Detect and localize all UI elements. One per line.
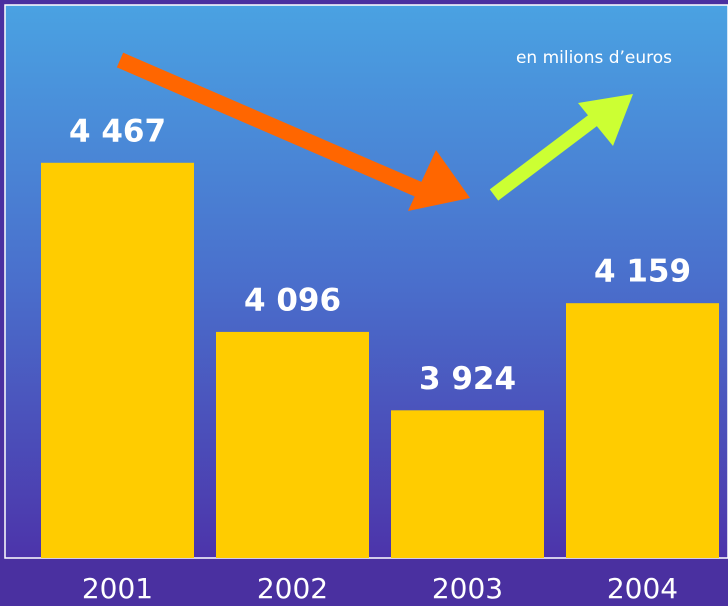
- value-label: 3 924: [419, 361, 516, 397]
- value-label: 4 096: [244, 282, 341, 318]
- x-tick-label: 2003: [432, 572, 503, 605]
- arrow-up: [489, 94, 633, 201]
- value-label: 4 159: [594, 254, 691, 290]
- arrow-down: [116, 52, 470, 211]
- x-tick-label: 2002: [257, 572, 328, 605]
- bar: [41, 162, 194, 559]
- bar: [566, 303, 719, 558]
- value-label: 4 467: [69, 113, 166, 149]
- annotation: en milions d’euros: [516, 48, 672, 68]
- bar: [216, 331, 369, 558]
- x-tick-label: 2004: [607, 572, 678, 605]
- bar: [391, 410, 544, 558]
- x-tick-label: 2001: [82, 572, 153, 605]
